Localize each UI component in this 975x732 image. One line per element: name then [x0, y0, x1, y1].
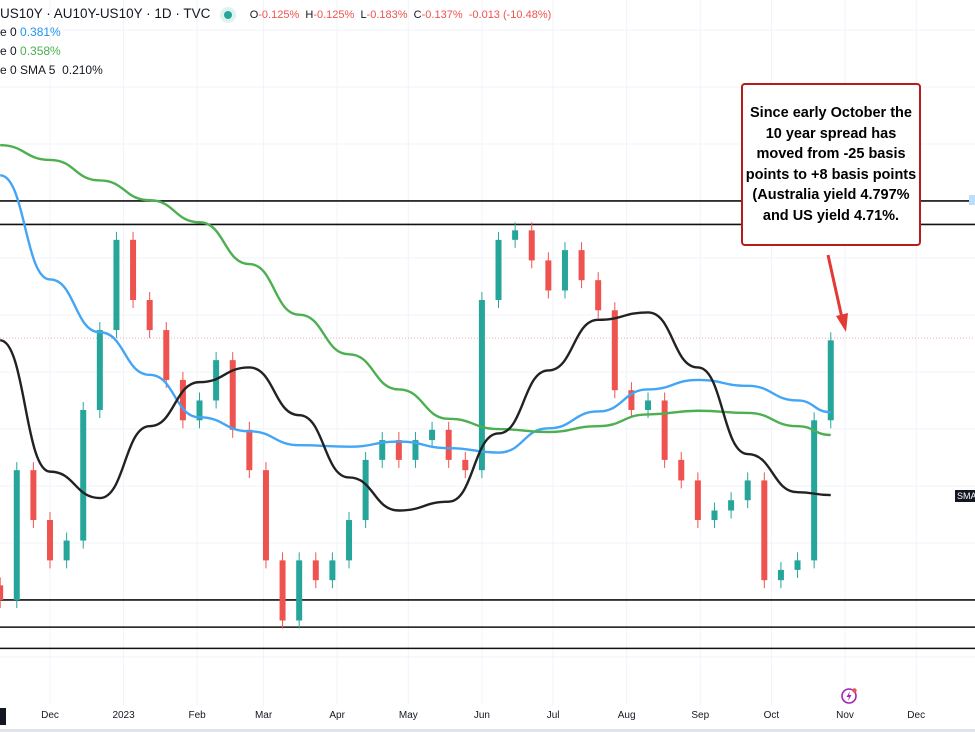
x-tick-label: Mar	[254, 710, 273, 721]
candle-body	[578, 250, 585, 281]
candle-body	[63, 540, 70, 561]
x-tick-label: Apr	[329, 710, 345, 721]
lightning-icon[interactable]	[840, 687, 858, 710]
candle-body	[163, 330, 170, 380]
candle-body	[528, 230, 535, 261]
annotation-arrow	[826, 254, 844, 319]
candle-body	[80, 410, 87, 541]
candle-body	[694, 480, 701, 521]
x-tick-label: Dec	[907, 710, 926, 721]
x-tick-label: May	[398, 710, 418, 721]
x-tick-label: 2023	[112, 710, 135, 721]
candle-body	[595, 280, 602, 311]
market-status-icon	[224, 10, 233, 19]
x-tick-label: Jul	[546, 710, 560, 721]
candle-body	[13, 470, 20, 600]
ma-green-line	[0, 144, 831, 437]
candle-body	[794, 560, 801, 570]
axis-settings-button[interactable]	[0, 708, 6, 725]
candle-body	[312, 560, 319, 581]
x-tick-label: Dec	[41, 710, 59, 721]
candle-body	[512, 230, 519, 240]
x-tick-label: Jun	[473, 710, 490, 721]
candle-body	[777, 569, 784, 581]
candle-body	[395, 440, 402, 460]
candle-body	[445, 429, 452, 460]
chart-legend: US10Y · AU10Y-US10Y · 1D · TVC O-0.125% …	[0, 4, 551, 80]
axis-border	[0, 729, 975, 732]
candle-body	[827, 340, 834, 421]
candle-body	[196, 400, 203, 421]
x-tick-label: Aug	[617, 710, 636, 721]
candle-body	[628, 390, 635, 411]
candle-body	[495, 239, 502, 300]
candle-body	[30, 470, 37, 521]
candle-body	[179, 379, 186, 421]
candle-body	[262, 470, 269, 561]
candle-body	[113, 239, 120, 331]
price-tag	[969, 195, 975, 205]
candle-body	[678, 459, 685, 481]
candle-body	[478, 299, 485, 471]
candle-body	[645, 400, 652, 411]
candle-body	[229, 360, 236, 430]
candle-body	[811, 420, 818, 561]
indicator-ma-green[interactable]: e 0 0.358%	[0, 44, 61, 58]
candle-body	[96, 330, 103, 411]
indicator-sma[interactable]: e 0 SMA 5 0.210%	[0, 63, 103, 77]
x-tick-label: Oct	[763, 710, 780, 721]
annotation-arrowhead	[836, 313, 848, 332]
candle-body	[146, 299, 153, 331]
candle-body	[429, 429, 436, 441]
annotation-box: Since early October the 10 year spread h…	[741, 83, 921, 246]
x-tick-label: Feb	[188, 710, 206, 721]
ohlc-values: O-0.125% H-0.125% L-0.183% C-0.137% -0.0…	[249, 9, 552, 21]
candle-body	[545, 260, 552, 291]
indicator-ma-blue[interactable]: e 0 0.381%	[0, 25, 61, 39]
x-tick-label: Sep	[691, 710, 710, 721]
x-tick-label: Nov	[836, 710, 854, 721]
candle-body	[744, 480, 751, 501]
candle-body	[47, 520, 53, 561]
candle-body	[329, 560, 336, 581]
candle-body	[379, 440, 386, 460]
candle-body	[130, 239, 137, 300]
sma-5-line	[0, 311, 831, 512]
candle-body	[728, 500, 735, 511]
ma-blue-line	[0, 174, 831, 454]
candle-body	[346, 520, 353, 561]
candle-body	[711, 510, 718, 521]
sma-price-tag: SMA	[955, 490, 975, 502]
candle-body	[296, 560, 303, 621]
candle-body	[561, 250, 568, 291]
candle-body	[412, 440, 419, 460]
candle-body	[0, 585, 4, 600]
candle-body	[362, 459, 369, 521]
candle-body	[279, 560, 286, 621]
symbol-title[interactable]: US10Y · AU10Y-US10Y · 1D · TVC	[0, 6, 211, 21]
candle-body	[761, 480, 768, 581]
candle-body	[661, 400, 668, 460]
candle-body	[462, 459, 469, 471]
candle-body	[246, 429, 253, 471]
candle-body	[611, 310, 618, 391]
